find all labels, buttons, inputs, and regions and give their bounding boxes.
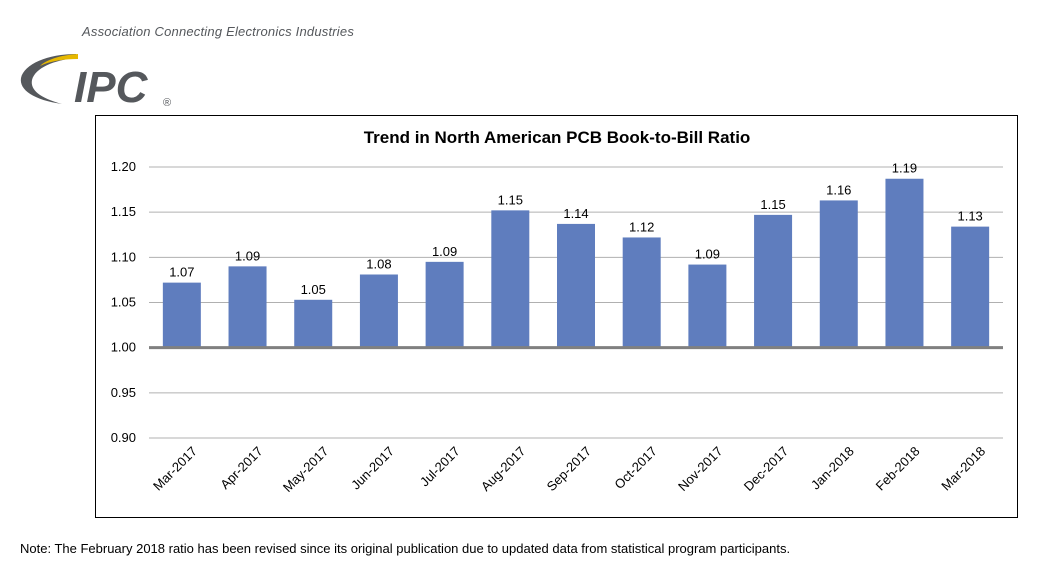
x-tick-label: Mar-2018 — [938, 444, 988, 494]
x-tick-label: Jun-2017 — [348, 444, 397, 493]
bar — [359, 274, 398, 348]
data-label: 1.08 — [366, 256, 391, 271]
logo-wordmark: IPC — [74, 63, 149, 110]
data-label: 1.07 — [169, 265, 194, 280]
x-tick-label: Dec-2017 — [741, 444, 791, 494]
bar — [622, 237, 661, 348]
y-tick-label: 1.10 — [111, 249, 136, 264]
revision-note: Note: The February 2018 ratio has been r… — [20, 541, 791, 556]
y-tick-label: 0.95 — [111, 385, 136, 400]
data-label: 1.09 — [235, 248, 260, 263]
x-tick-label: Nov-2017 — [675, 444, 725, 494]
chart-frame: Trend in North American PCB Book-to-Bill… — [95, 115, 1018, 518]
data-label: 1.16 — [826, 182, 851, 197]
y-tick-label: 1.20 — [111, 159, 136, 174]
x-tick-label: Feb-2018 — [873, 444, 923, 494]
bar — [294, 299, 333, 348]
bar — [688, 264, 727, 348]
data-label: 1.09 — [432, 244, 457, 259]
ipc-logo-mark: IPC ® — [20, 54, 171, 110]
bar — [425, 261, 464, 348]
y-tick-label: 1.15 — [111, 204, 136, 219]
x-tick-label: Mar-2017 — [150, 444, 200, 494]
data-label: 1.12 — [629, 219, 654, 234]
x-tick-label: Jul-2017 — [417, 444, 463, 490]
data-label: 1.09 — [695, 247, 720, 262]
bar — [754, 214, 793, 348]
x-tick-label: Jan-2018 — [808, 444, 857, 493]
data-label: 1.15 — [760, 197, 785, 212]
bar — [162, 282, 201, 348]
logo-registered: ® — [163, 97, 171, 109]
ipc-logo: Association Connecting Electronics Indus… — [18, 14, 368, 110]
data-label: 1.05 — [301, 282, 326, 297]
data-label: 1.15 — [498, 192, 523, 207]
bar — [951, 226, 990, 348]
x-tick-label: Sep-2017 — [544, 444, 594, 494]
data-label: 1.13 — [957, 209, 982, 224]
y-tick-label: 1.05 — [111, 295, 136, 310]
x-tick-label: Aug-2017 — [478, 444, 528, 494]
y-tick-label: 1.00 — [111, 340, 136, 355]
logo-swoosh — [20, 54, 76, 104]
book-to-bill-chart: Trend in North American PCB Book-to-Bill… — [111, 128, 1003, 495]
bar — [557, 223, 595, 348]
bar — [491, 210, 530, 348]
y-tick-label: 0.90 — [111, 430, 136, 445]
bar — [228, 266, 267, 348]
bar — [819, 200, 858, 348]
chart-title: Trend in North American PCB Book-to-Bill… — [364, 128, 751, 147]
x-tick-label: Oct-2017 — [611, 444, 659, 492]
logo-tagline: Association Connecting Electronics Indus… — [82, 24, 355, 39]
data-label: 1.14 — [563, 206, 588, 221]
x-tick-label: May-2017 — [280, 444, 331, 495]
data-label: 1.19 — [892, 161, 917, 176]
x-tick-label: Apr-2017 — [217, 444, 265, 492]
bar — [885, 178, 924, 348]
logo-swoosh-accent — [40, 54, 78, 66]
